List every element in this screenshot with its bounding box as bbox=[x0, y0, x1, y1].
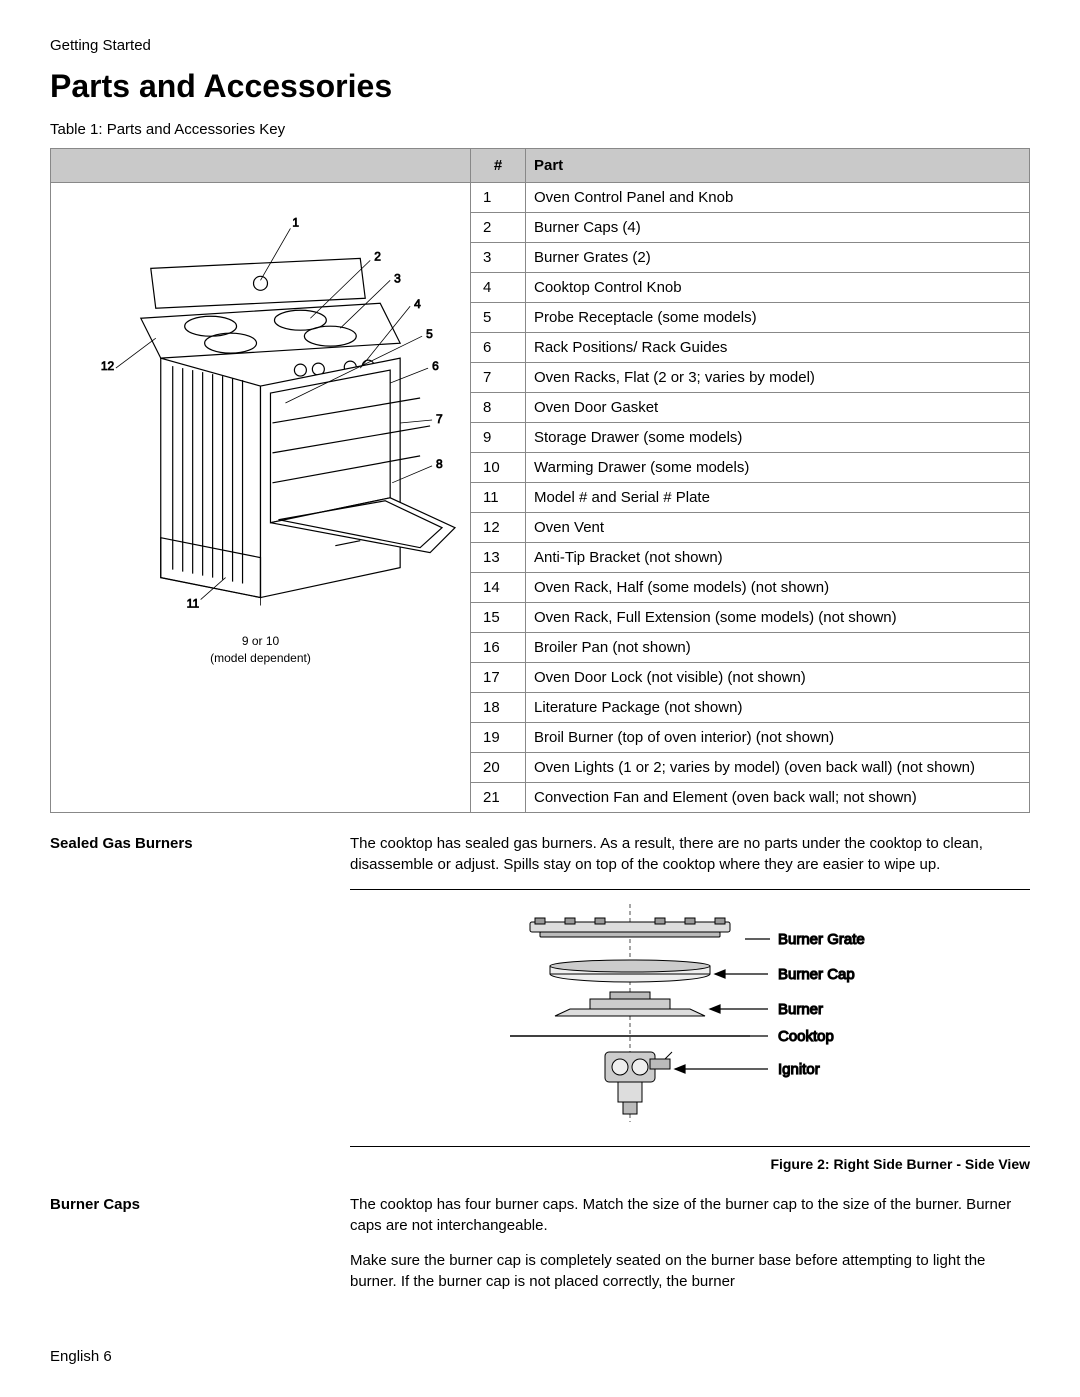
sealed-burners-heading: Sealed Gas Burners bbox=[50, 833, 330, 1175]
part-number: 6 bbox=[471, 332, 526, 362]
part-number: 20 bbox=[471, 752, 526, 782]
label-grate: Burner Grate bbox=[778, 931, 865, 948]
svg-text:6: 6 bbox=[432, 359, 439, 373]
header-part: Part bbox=[526, 148, 1030, 182]
part-name: Burner Grates (2) bbox=[526, 242, 1030, 272]
part-number: 10 bbox=[471, 452, 526, 482]
diagram-note: 9 or 10(model dependent) bbox=[61, 633, 460, 667]
burner-side-view-diagram: Burner Grate Burner Cap Burner Cooktop bbox=[450, 904, 930, 1134]
footer: English 6 bbox=[50, 1346, 1030, 1367]
parts-table: # Part bbox=[50, 148, 1030, 813]
stove-diagram-cell: 1 2 3 4 5 6 7 8 11 12 9 or 10(model depe… bbox=[51, 182, 471, 812]
label-cap: Burner Cap bbox=[778, 966, 855, 983]
table-caption: Table 1: Parts and Accessories Key bbox=[50, 119, 1030, 140]
part-name: Convection Fan and Element (oven back wa… bbox=[526, 782, 1030, 812]
part-number: 3 bbox=[471, 242, 526, 272]
svg-text:3: 3 bbox=[394, 271, 401, 285]
svg-text:2: 2 bbox=[374, 249, 381, 263]
part-name: Oven Control Panel and Knob bbox=[526, 182, 1030, 212]
svg-text:5: 5 bbox=[426, 327, 433, 341]
burner-figure: Burner Grate Burner Cap Burner Cooktop bbox=[350, 889, 1030, 1147]
sealed-burners-section: Sealed Gas Burners The cooktop has seale… bbox=[50, 833, 1030, 1175]
part-name: Burner Caps (4) bbox=[526, 212, 1030, 242]
part-name: Oven Door Lock (not visible) (not shown) bbox=[526, 662, 1030, 692]
part-number: 14 bbox=[471, 572, 526, 602]
part-name: Oven Door Gasket bbox=[526, 392, 1030, 422]
part-number: 13 bbox=[471, 542, 526, 572]
label-cooktop: Cooktop bbox=[778, 1028, 834, 1045]
part-name: Rack Positions/ Rack Guides bbox=[526, 332, 1030, 362]
part-number: 15 bbox=[471, 602, 526, 632]
part-number: 19 bbox=[471, 722, 526, 752]
svg-text:12: 12 bbox=[101, 359, 115, 373]
part-name: Warming Drawer (some models) bbox=[526, 452, 1030, 482]
sealed-burners-body: The cooktop has sealed gas burners. As a… bbox=[350, 833, 1030, 875]
svg-text:11: 11 bbox=[187, 596, 200, 610]
part-name: Oven Rack, Half (some models) (not shown… bbox=[526, 572, 1030, 602]
part-number: 1 bbox=[471, 182, 526, 212]
label-burner: Burner bbox=[778, 1001, 823, 1018]
svg-text:8: 8 bbox=[436, 457, 443, 471]
part-name: Storage Drawer (some models) bbox=[526, 422, 1030, 452]
part-number: 5 bbox=[471, 302, 526, 332]
burner-caps-heading: Burner Caps bbox=[50, 1194, 330, 1306]
part-number: 12 bbox=[471, 512, 526, 542]
svg-text:1: 1 bbox=[292, 215, 299, 229]
header-num: # bbox=[471, 148, 526, 182]
part-number: 18 bbox=[471, 692, 526, 722]
part-name: Broiler Pan (not shown) bbox=[526, 632, 1030, 662]
part-name: Broil Burner (top of oven interior) (not… bbox=[526, 722, 1030, 752]
part-number: 11 bbox=[471, 482, 526, 512]
figure2-caption: Figure 2: Right Side Burner - Side View bbox=[350, 1155, 1030, 1175]
label-ignitor: Ignitor bbox=[778, 1061, 820, 1078]
part-number: 8 bbox=[471, 392, 526, 422]
svg-text:4: 4 bbox=[414, 297, 421, 311]
stove-diagram: 1 2 3 4 5 6 7 8 11 12 bbox=[61, 193, 460, 623]
breadcrumb: Getting Started bbox=[50, 35, 1030, 56]
burner-caps-p1: The cooktop has four burner caps. Match … bbox=[350, 1194, 1030, 1236]
part-name: Oven Vent bbox=[526, 512, 1030, 542]
part-name: Cooktop Control Knob bbox=[526, 272, 1030, 302]
page-title: Parts and Accessories bbox=[50, 64, 1030, 109]
part-number: 16 bbox=[471, 632, 526, 662]
part-name: Anti-Tip Bracket (not shown) bbox=[526, 542, 1030, 572]
part-name: Oven Rack, Full Extension (some models) … bbox=[526, 602, 1030, 632]
part-name: Literature Package (not shown) bbox=[526, 692, 1030, 722]
part-name: Oven Lights (1 or 2; varies by model) (o… bbox=[526, 752, 1030, 782]
part-name: Probe Receptacle (some models) bbox=[526, 302, 1030, 332]
part-number: 9 bbox=[471, 422, 526, 452]
burner-caps-p2: Make sure the burner cap is completely s… bbox=[350, 1250, 1030, 1292]
part-name: Oven Racks, Flat (2 or 3; varies by mode… bbox=[526, 362, 1030, 392]
part-number: 21 bbox=[471, 782, 526, 812]
burner-caps-section: Burner Caps The cooktop has four burner … bbox=[50, 1194, 1030, 1306]
part-number: 4 bbox=[471, 272, 526, 302]
table-row: 1 2 3 4 5 6 7 8 11 12 9 or 10(model depe… bbox=[51, 182, 1030, 212]
part-number: 17 bbox=[471, 662, 526, 692]
part-number: 2 bbox=[471, 212, 526, 242]
part-name: Model # and Serial # Plate bbox=[526, 482, 1030, 512]
part-number: 7 bbox=[471, 362, 526, 392]
svg-text:7: 7 bbox=[436, 412, 443, 426]
header-image-col bbox=[51, 148, 471, 182]
